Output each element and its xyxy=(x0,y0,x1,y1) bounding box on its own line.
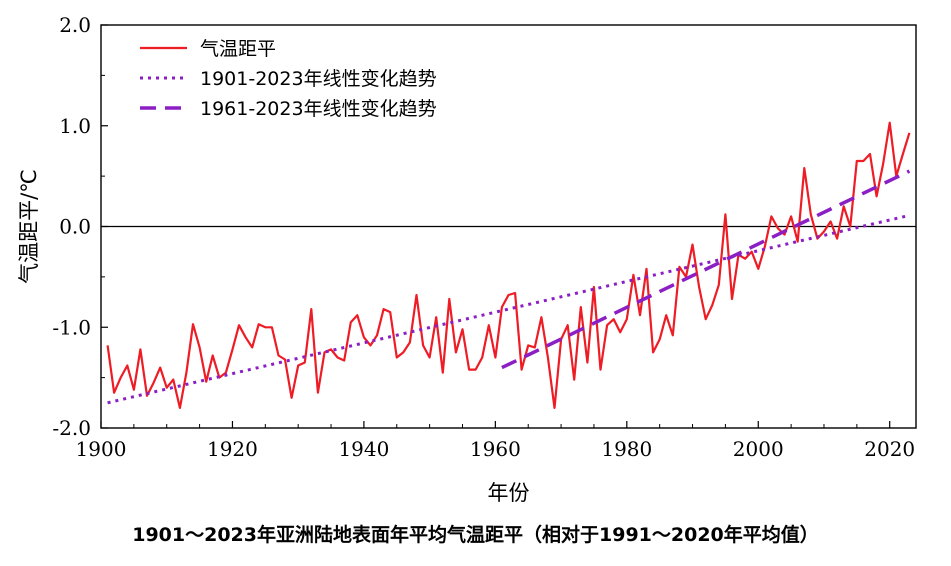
figure-caption: 1901～2023年亚洲陆地表面年平均气温距平（相对于1991～2020年平均值… xyxy=(132,524,819,546)
legend-label-trend-1901: 1901-2023年线性变化趋势 xyxy=(200,68,437,90)
series-group xyxy=(106,121,911,409)
y-tick-label: -1.0 xyxy=(52,315,91,339)
y-tick-label: 2.0 xyxy=(59,13,91,37)
x-axis: 1900 1920 1940 1960 1980 2000 2020 xyxy=(76,421,915,461)
x-tick-label: 1980 xyxy=(601,437,652,461)
series-trend-1901-2023 xyxy=(107,213,910,405)
legend: 气温距平 1901-2023年线性变化趋势 1961-2023年线性变化趋势 xyxy=(140,38,437,120)
legend-label-trend-1961: 1961-2023年线性变化趋势 xyxy=(200,98,437,120)
x-tick-label: 1920 xyxy=(207,437,258,461)
y-tick-label: 1.0 xyxy=(59,114,91,138)
x-tick-label: 2000 xyxy=(733,437,784,461)
legend-label-anomaly: 气温距平 xyxy=(200,38,276,60)
x-tick-label: 1960 xyxy=(470,437,521,461)
x-tick-label: 2020 xyxy=(864,437,915,461)
y-tick-label: -2.0 xyxy=(52,416,91,440)
series-anomaly-line xyxy=(106,121,911,409)
y-tick-label: 0.0 xyxy=(59,215,91,239)
x-tick-label: 1940 xyxy=(338,437,389,461)
x-tick-label: 1900 xyxy=(76,437,127,461)
y-axis-title: 气温距平/℃ xyxy=(17,169,41,284)
x-axis-title: 年份 xyxy=(488,481,530,505)
y-axis: -2.0 -1.0 0.0 1.0 2.0 xyxy=(52,13,108,440)
temperature-anomaly-chart: 1900 1920 1940 1960 1980 2000 2020 -2.0 -1.0 0.0… xyxy=(17,13,917,505)
series-trend-1961-2023 xyxy=(501,169,911,370)
